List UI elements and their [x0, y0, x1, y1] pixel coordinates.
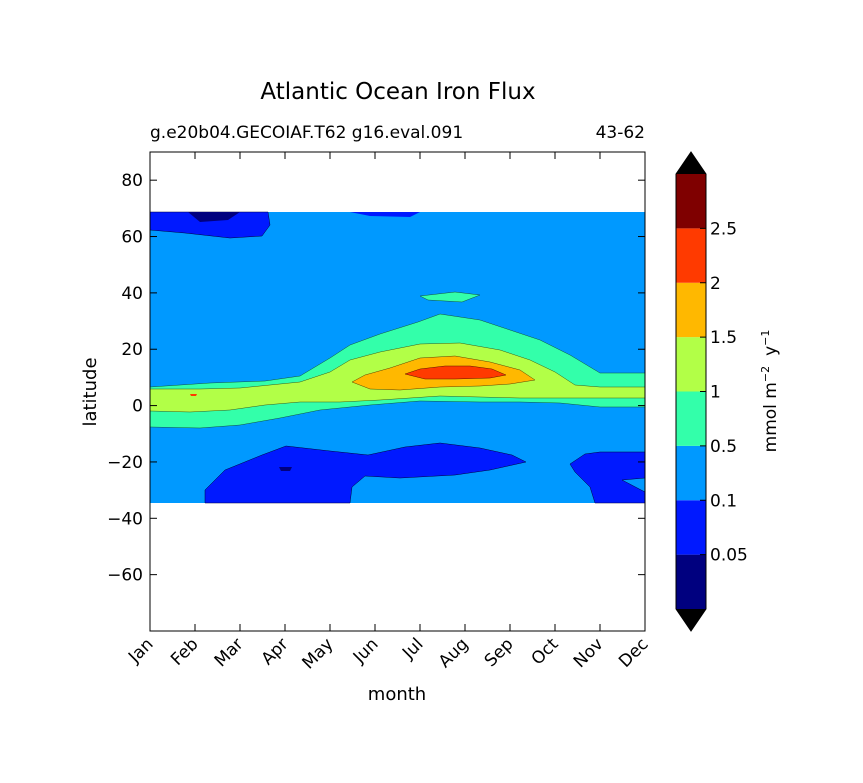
- y-tick-label: 40: [121, 284, 143, 304]
- band-0-05-to-0-1-south-main: [204, 442, 527, 504]
- band-0-5-to-1-island: [419, 291, 481, 303]
- colorbar-label: mmol m−2 y−1: [759, 330, 781, 453]
- colorbar-tick-label: 1: [710, 383, 721, 403]
- x-tick-label: Jul: [398, 634, 427, 663]
- colorbar-segment: [676, 282, 706, 338]
- x-tick-label: Nov: [570, 634, 608, 672]
- band-0-05-to-0-1-north-small: [350, 212, 420, 217]
- contour-field: [150, 211, 645, 504]
- band-0-05-to-0-1-north: [150, 211, 271, 239]
- x-tick-label: Mar: [211, 634, 248, 671]
- colorbar-segment: [676, 554, 706, 609]
- y-tick-label: 20: [121, 340, 143, 360]
- y-tick-label: 0: [132, 397, 143, 417]
- y-axis-label: latitude: [80, 357, 101, 426]
- colorbar-segment: [676, 500, 706, 555]
- y-tick-label: −20: [107, 453, 143, 473]
- colorbar-tick-label: 2.5: [710, 219, 737, 239]
- chart-subtitle-left: g.e20b04.GECOIAF.T62 g16.eval.091: [150, 123, 463, 143]
- x-tick-label: Sep: [481, 634, 518, 671]
- y-tick-label: 60: [121, 228, 143, 248]
- colorbar-label-exp-2: −1: [759, 330, 772, 346]
- colorbar-tick-label: 0.1: [710, 491, 737, 511]
- x-tick-label: Aug: [435, 634, 473, 672]
- colorbar-tick-label: 1.5: [710, 328, 737, 348]
- colorbar-label-time: y: [761, 346, 781, 356]
- colorbar-segment: [676, 337, 706, 392]
- x-tick-label: May: [299, 634, 338, 673]
- colorbar-segment: [676, 174, 706, 229]
- x-tick-label: Dec: [615, 634, 652, 671]
- band-0-to-0-05-south: [279, 467, 292, 471]
- x-tick-label: Oct: [528, 634, 563, 669]
- band-2-to-2-5: [404, 365, 507, 380]
- x-tick-label: Feb: [167, 634, 202, 669]
- x-axis-label: month: [368, 684, 426, 705]
- band-1-5-to-2-speck: [190, 394, 197, 396]
- colorbar-outline: [675, 151, 707, 632]
- colorbar-tick-label: 2: [710, 274, 721, 294]
- colorbar-segment: [676, 445, 706, 501]
- colorbar-label-unit: mmol m: [761, 382, 781, 452]
- colorbar-label-exp-1: −2: [759, 366, 772, 382]
- y-axis: 80 60 40 20 0 −20 −40 −60: [107, 171, 645, 586]
- y-tick-label: 80: [121, 171, 143, 191]
- plot-area: [149, 151, 646, 632]
- colorbar-segment: [676, 228, 706, 283]
- x-tick-label: Jan: [124, 634, 157, 667]
- band-0-05-to-0-1-south-east: [569, 451, 645, 504]
- y-tick-label: −60: [107, 566, 143, 586]
- chart-title: Atlantic Ocean Iron Flux: [260, 79, 535, 105]
- band-0-to-0-05-north: [188, 212, 240, 222]
- y-tick-label: −40: [107, 509, 143, 529]
- colorbar-extend-max: [676, 152, 706, 174]
- x-tick-label: Jun: [349, 634, 383, 668]
- colorbar: [675, 151, 707, 632]
- colorbar-tick-label: 0.5: [710, 437, 737, 457]
- chart-subtitle-right: 43-62: [596, 123, 645, 143]
- colorbar-tick-label: 0.05: [710, 546, 748, 566]
- x-tick-label: Apr: [258, 634, 293, 669]
- colorbar-ticks: 0.05 0.1 0.5 1 1.5 2 2.5: [700, 219, 748, 566]
- plot-frame: [149, 151, 646, 632]
- colorbar-extend-min: [676, 609, 706, 631]
- colorbar-segment: [676, 391, 706, 446]
